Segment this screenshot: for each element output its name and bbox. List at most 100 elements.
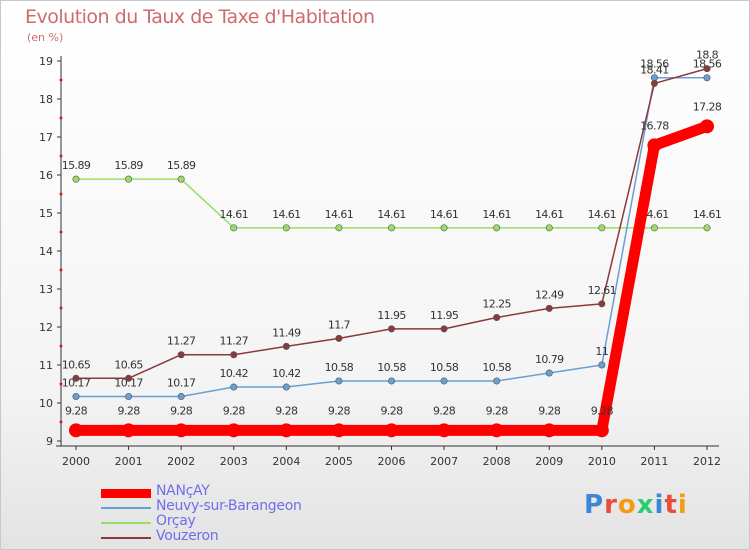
y-tick-label: 9	[46, 435, 53, 448]
data-point	[282, 383, 290, 391]
data-label: 11.7	[328, 318, 351, 331]
data-point	[493, 313, 501, 321]
data-point	[598, 300, 606, 308]
data-label: 14.61	[377, 208, 406, 221]
data-label: 9.28	[118, 404, 141, 417]
y-minor-tick	[59, 382, 63, 386]
data-point	[72, 393, 80, 401]
data-label: 16.78	[640, 119, 669, 132]
data-point	[493, 377, 501, 385]
y-tick-label: 11	[39, 359, 53, 372]
data-label: 11.95	[377, 309, 406, 322]
y-tick-label: 10	[39, 397, 53, 410]
data-label: 10.58	[325, 361, 354, 374]
data-label: 14.61	[430, 208, 459, 221]
data-point	[177, 393, 185, 401]
y-minor-tick	[59, 78, 63, 82]
data-label: 12.49	[535, 288, 564, 301]
data-point	[440, 377, 448, 385]
data-label: 18.56	[693, 58, 722, 71]
x-tick-label: 2011	[640, 455, 668, 468]
data-point	[282, 342, 290, 350]
legend-label: Orçay	[156, 513, 196, 529]
x-tick-label: 2005	[325, 455, 353, 468]
data-point	[594, 423, 609, 438]
data-point	[598, 361, 606, 369]
data-label: 9.28	[433, 404, 456, 417]
x-tick-label: 2012	[693, 455, 721, 468]
data-label: 14.61	[325, 208, 354, 221]
logo-letter: x	[636, 490, 655, 520]
data-label: 10.58	[482, 361, 511, 374]
data-label: 9.28	[486, 404, 509, 417]
data-label: 14.61	[693, 208, 722, 221]
data-point	[384, 423, 399, 438]
data-point	[437, 423, 452, 438]
data-point	[545, 304, 553, 312]
data-point	[125, 374, 133, 382]
data-label: 12.25	[482, 298, 511, 311]
data-label: 10.17	[62, 377, 91, 390]
data-label: 12.61	[588, 284, 617, 297]
data-point	[703, 224, 711, 232]
data-label: 9.28	[275, 404, 298, 417]
data-label: 10.42	[272, 367, 301, 380]
y-minor-tick	[59, 268, 63, 272]
y-minor-tick	[59, 230, 63, 234]
logo-letter: P	[584, 490, 605, 520]
data-point	[331, 423, 346, 438]
y-tick-label: 17	[39, 131, 53, 144]
x-tick-label: 2001	[115, 455, 143, 468]
data-label: 9.28	[65, 404, 88, 417]
legend-label: Neuvy-sur-Barangeon	[156, 498, 302, 514]
data-point	[230, 224, 238, 232]
data-point	[703, 65, 711, 73]
y-tick-label: 12	[39, 321, 53, 334]
data-label: 10.58	[430, 361, 459, 374]
logo-letter: r	[604, 490, 618, 520]
x-tick-label: 2000	[62, 455, 90, 468]
data-point	[387, 224, 395, 232]
y-tick-label: 18	[39, 93, 53, 106]
data-label: 10.65	[62, 358, 91, 371]
data-label: 11	[595, 345, 608, 358]
data-point	[650, 79, 658, 87]
data-label: 14.61	[220, 208, 249, 221]
data-point	[335, 224, 343, 232]
data-label: 14.61	[272, 208, 301, 221]
data-point	[387, 325, 395, 333]
data-label: 17.28	[693, 100, 722, 113]
logo-letter: i	[677, 490, 688, 520]
data-label: 15.89	[167, 159, 196, 172]
y-tick-label: 14	[39, 245, 53, 258]
data-point	[489, 423, 504, 438]
data-label: 15.89	[62, 159, 91, 172]
data-point	[493, 224, 501, 232]
logo-letter: o	[617, 490, 637, 520]
data-point	[177, 351, 185, 359]
data-label: 9.28	[380, 404, 403, 417]
data-point	[121, 423, 136, 438]
data-point	[545, 224, 553, 232]
data-label: 9.28	[538, 404, 561, 417]
x-tick-label: 2007	[430, 455, 458, 468]
legend-label: NANçAY	[156, 483, 210, 499]
data-label: 10.42	[220, 367, 249, 380]
data-label: 18.8	[696, 49, 719, 62]
data-label: 10.58	[377, 361, 406, 374]
data-label: 14.61	[535, 208, 564, 221]
y-tick-label: 16	[39, 169, 53, 182]
data-point	[282, 224, 290, 232]
y-tick-label: 15	[39, 207, 53, 220]
data-point	[177, 175, 185, 183]
data-point	[387, 377, 395, 385]
data-point	[598, 224, 606, 232]
data-point	[335, 334, 343, 342]
x-tick-label: 2009	[535, 455, 563, 468]
legend-label: Vouzeron	[156, 528, 219, 544]
data-point	[72, 374, 80, 382]
data-point	[125, 393, 133, 401]
y-minor-tick	[59, 306, 63, 310]
data-point	[279, 423, 294, 438]
data-label: 14.61	[482, 208, 511, 221]
